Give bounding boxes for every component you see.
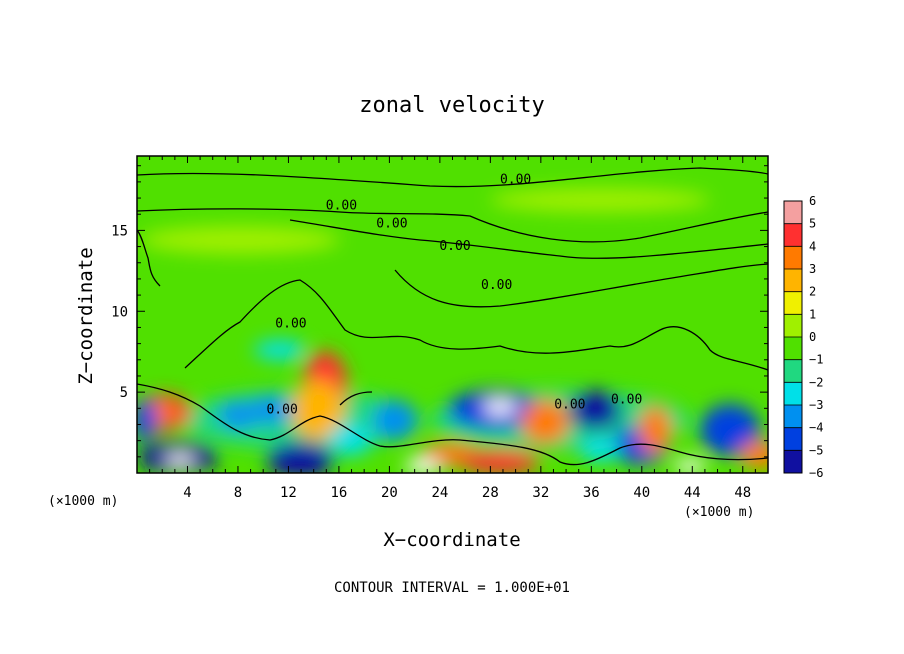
x-tick-label: 36	[583, 485, 600, 501]
x-tick-label: 4	[183, 485, 191, 501]
z-axis-unit: (×1000 m)	[48, 494, 118, 509]
contour-line	[184, 279, 768, 371]
velocity-cell	[740, 441, 768, 469]
colorbar-tick-label: 0	[809, 330, 816, 344]
contour-labels: 0.00 0.00 0.00 0.00 0.00 0.00 0.00 0.00 0.00	[266, 173, 642, 418]
z-tick-label: 5	[120, 385, 128, 401]
velocity-cell	[218, 401, 258, 429]
colorbar-tick-label: −6	[809, 466, 823, 480]
colorbar-tick-label: −2	[809, 375, 823, 389]
velocity-cell	[373, 400, 417, 440]
velocity-cell	[328, 424, 372, 456]
velocity-cell	[490, 188, 710, 212]
colorbar: 6 5 4 3 2 1 0 −1 −2 −3 −4 −5 −6	[783, 194, 823, 480]
contour-label: 0.00	[481, 278, 512, 293]
colorbar-swatch	[784, 427, 802, 451]
chart-title: zonal velocity	[359, 93, 544, 118]
x-tick-label: 44	[684, 485, 701, 501]
velocity-cell	[700, 404, 760, 456]
colorbar-swatch	[784, 405, 802, 429]
contour-label: 0.00	[326, 199, 357, 214]
x-tick-label: 12	[280, 485, 297, 501]
velocity-cell	[140, 226, 340, 254]
contour-line	[289, 219, 768, 260]
colorbar-tick-label: 3	[809, 262, 816, 276]
x-tick-label: 20	[381, 485, 398, 501]
colorbar-swatch	[784, 337, 802, 361]
contour-line	[394, 263, 768, 308]
velocity-cell	[254, 340, 306, 360]
x-tick-label: 28	[482, 485, 499, 501]
contour-label: 0.00	[266, 402, 297, 417]
x-axis-label: X−coordinate	[383, 529, 520, 551]
colorbar-tick-label: 4	[809, 239, 816, 253]
velocity-cell	[521, 400, 569, 444]
velocity-cell	[166, 454, 194, 466]
velocity-cell	[569, 390, 621, 430]
colorbar-tick-label: −1	[809, 353, 823, 367]
x-axis: 4 8 12 16 20 24 28 32 36 40 44 48	[149, 156, 756, 501]
x-tick-label: 48	[734, 485, 751, 501]
x-tick-label: 16	[330, 485, 347, 501]
colorbar-swatch	[784, 223, 802, 247]
contour-label: 0.00	[376, 216, 407, 231]
velocity-cell	[484, 399, 516, 415]
velocity-cell	[248, 396, 292, 424]
velocity-cell	[266, 442, 334, 473]
x-tick-label: 40	[633, 485, 650, 501]
velocity-cell	[580, 438, 620, 462]
colorbar-swatch	[784, 201, 802, 225]
velocity-cell	[674, 459, 706, 473]
velocity-cell	[405, 458, 441, 473]
contour-line	[339, 391, 373, 406]
contour-line	[137, 229, 161, 287]
colorbar-swatch	[784, 314, 802, 338]
contour-label: 0.00	[611, 393, 642, 408]
colorbar-swatch	[784, 359, 802, 383]
contour-line	[137, 208, 768, 243]
velocity-cell	[639, 406, 671, 454]
contour-label: 0.00	[554, 397, 585, 412]
velocity-field	[137, 156, 768, 473]
velocity-cell	[460, 450, 540, 473]
colorbar-swatch	[784, 291, 802, 315]
velocity-cell	[137, 398, 157, 442]
colorbar-tick-label: 1	[809, 307, 816, 321]
z-tick-label: 10	[111, 304, 128, 320]
colorbar-tick-label: 6	[809, 194, 816, 208]
x-tick-label: 24	[431, 485, 448, 501]
colorbar-swatch	[784, 450, 802, 474]
colorbar-swatch	[784, 269, 802, 293]
colorbar-tick-label: 5	[809, 217, 816, 231]
x-tick-label: 8	[234, 485, 242, 501]
colorbar-tick-label: 2	[809, 285, 816, 299]
z-tick-label: 15	[111, 223, 128, 239]
x-axis-unit: (×1000 m)	[684, 505, 754, 520]
colorbar-swatch	[784, 382, 802, 406]
contour-lines	[137, 167, 768, 466]
z-axis: 5 10 15	[111, 165, 768, 458]
velocity-cell	[292, 380, 344, 440]
contour-line	[137, 167, 768, 188]
contour-line	[137, 383, 768, 466]
contour-label: 0.00	[500, 173, 531, 188]
x-tick-label: 32	[532, 485, 549, 501]
z-axis-label: Z−coordinate	[75, 247, 97, 384]
contour-label: 0.00	[439, 239, 470, 254]
colorbar-tick-label: −3	[809, 398, 823, 412]
contour-interval-note: CONTOUR INTERVAL = 1.000E+01	[334, 580, 570, 596]
colorbar-tick-label: −4	[809, 421, 823, 435]
contour-label: 0.00	[275, 317, 306, 332]
colorbar-tick-label: −5	[809, 443, 823, 457]
colorbar-swatch	[784, 246, 802, 270]
